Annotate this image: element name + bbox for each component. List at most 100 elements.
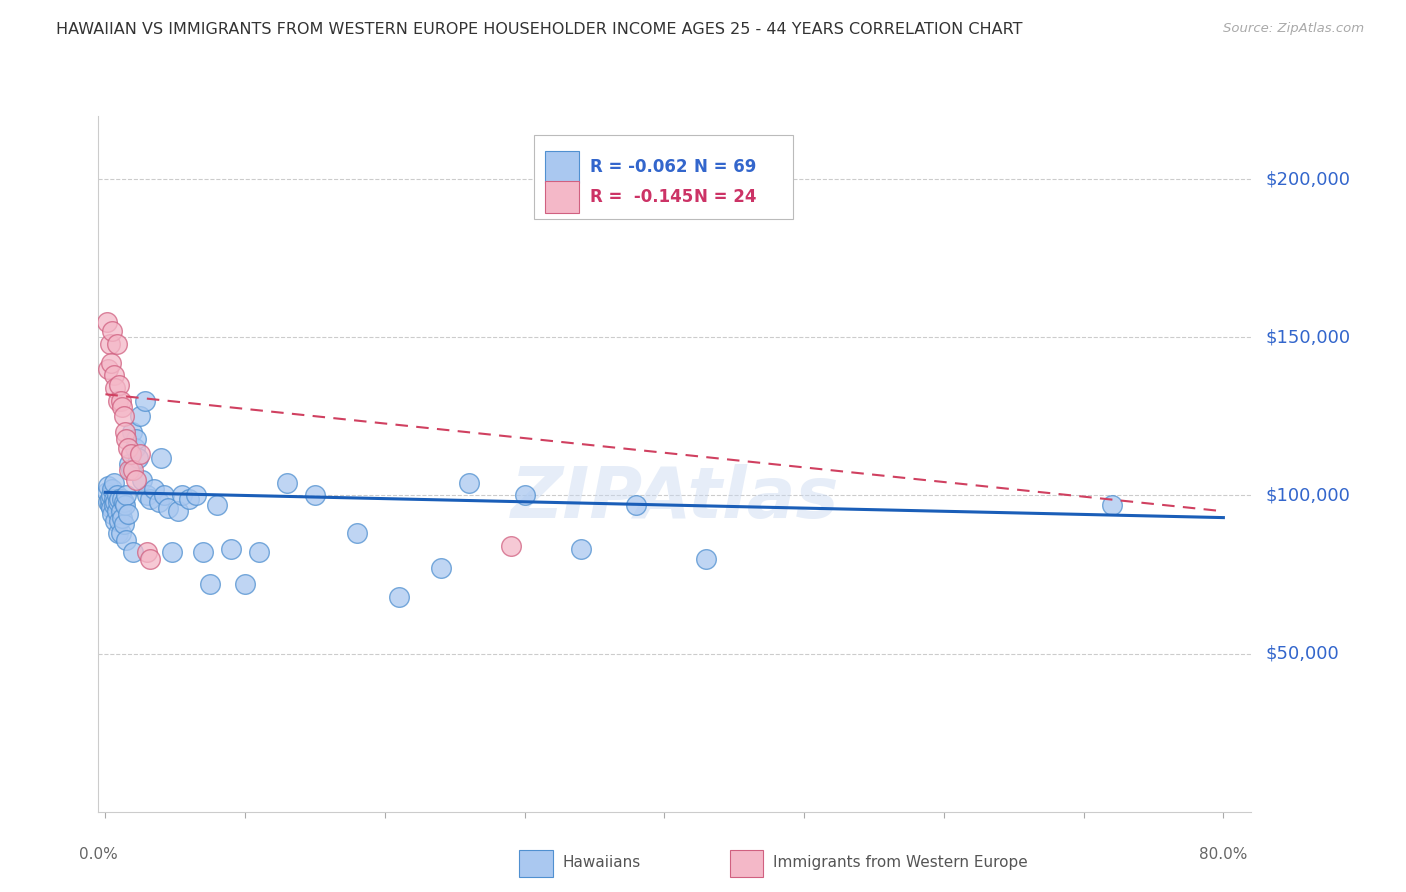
- Point: [122, 545, 145, 559]
- Point: [98, 336, 121, 351]
- Point: [136, 545, 159, 559]
- Point: [186, 488, 208, 502]
- Point: [118, 457, 141, 471]
- Text: 0.0%: 0.0%: [79, 847, 118, 863]
- Point: [104, 495, 127, 509]
- Text: $100,000: $100,000: [1265, 486, 1350, 505]
- Point: [107, 526, 129, 541]
- Point: [107, 495, 129, 509]
- Point: [103, 491, 125, 506]
- Point: [127, 450, 149, 465]
- Point: [98, 491, 121, 506]
- Point: [139, 551, 162, 566]
- Point: [101, 324, 124, 338]
- Point: [179, 491, 201, 506]
- Point: [111, 491, 134, 506]
- Text: Hawaiians: Hawaiians: [562, 855, 641, 870]
- Point: [346, 526, 368, 541]
- Point: [193, 545, 215, 559]
- Point: [233, 577, 256, 591]
- Text: R = -0.062: R = -0.062: [589, 158, 688, 177]
- Point: [115, 533, 138, 547]
- Point: [100, 356, 122, 370]
- Point: [172, 488, 194, 502]
- Point: [430, 561, 453, 575]
- Point: [125, 473, 148, 487]
- Text: $150,000: $150,000: [1265, 328, 1351, 346]
- Point: [499, 539, 522, 553]
- Point: [104, 514, 127, 528]
- Point: [101, 508, 124, 522]
- Point: [110, 393, 132, 408]
- Point: [457, 475, 479, 490]
- Point: [167, 504, 190, 518]
- Point: [110, 526, 132, 541]
- Point: [129, 447, 152, 461]
- Point: [122, 463, 145, 477]
- Point: [111, 400, 134, 414]
- Point: [162, 545, 184, 559]
- Point: [153, 488, 176, 502]
- Point: [117, 441, 139, 455]
- Point: [96, 314, 118, 328]
- Point: [104, 381, 127, 395]
- Point: [115, 488, 138, 502]
- Text: $50,000: $50,000: [1265, 645, 1339, 663]
- Point: [103, 368, 125, 383]
- Point: [1101, 498, 1123, 512]
- Point: [103, 475, 125, 490]
- Point: [219, 542, 242, 557]
- Point: [125, 432, 148, 446]
- Point: [118, 463, 141, 477]
- Point: [247, 545, 270, 559]
- Text: $200,000: $200,000: [1265, 170, 1350, 188]
- Point: [107, 393, 129, 408]
- Point: [108, 491, 131, 506]
- Point: [569, 542, 592, 557]
- Point: [108, 377, 131, 392]
- Point: [110, 504, 132, 518]
- Point: [513, 488, 536, 502]
- Text: N = 69: N = 69: [693, 158, 756, 177]
- Point: [148, 495, 170, 509]
- Text: N = 24: N = 24: [693, 188, 756, 206]
- Point: [120, 463, 142, 477]
- Point: [117, 508, 139, 522]
- Point: [114, 498, 136, 512]
- Point: [105, 336, 128, 351]
- Point: [115, 432, 138, 446]
- Point: [131, 473, 153, 487]
- Point: [97, 495, 120, 509]
- Point: [112, 516, 135, 531]
- Point: [98, 498, 121, 512]
- Point: [114, 425, 136, 440]
- Point: [97, 479, 120, 493]
- Point: [304, 488, 326, 502]
- Point: [101, 482, 124, 496]
- Point: [134, 393, 156, 408]
- Point: [96, 485, 118, 500]
- Point: [112, 495, 135, 509]
- Point: [100, 488, 122, 502]
- Point: [112, 409, 135, 424]
- Point: [105, 504, 128, 518]
- Text: 80.0%: 80.0%: [1199, 847, 1247, 863]
- Point: [157, 501, 180, 516]
- Text: R =  -0.145: R = -0.145: [589, 188, 693, 206]
- Point: [139, 491, 162, 506]
- Point: [124, 441, 146, 455]
- Point: [276, 475, 298, 490]
- Text: ZIPAtlas: ZIPAtlas: [510, 464, 839, 533]
- Text: Source: ZipAtlas.com: Source: ZipAtlas.com: [1223, 22, 1364, 36]
- Point: [143, 482, 166, 496]
- Text: Immigrants from Western Europe: Immigrants from Western Europe: [773, 855, 1028, 870]
- Point: [136, 488, 159, 502]
- Text: HAWAIIAN VS IMMIGRANTS FROM WESTERN EUROPE HOUSEHOLDER INCOME AGES 25 - 44 YEARS: HAWAIIAN VS IMMIGRANTS FROM WESTERN EURO…: [56, 22, 1022, 37]
- Point: [388, 590, 411, 604]
- Point: [120, 447, 142, 461]
- Point: [205, 498, 228, 512]
- Point: [200, 577, 222, 591]
- Point: [100, 501, 122, 516]
- Point: [150, 450, 173, 465]
- Point: [105, 488, 128, 502]
